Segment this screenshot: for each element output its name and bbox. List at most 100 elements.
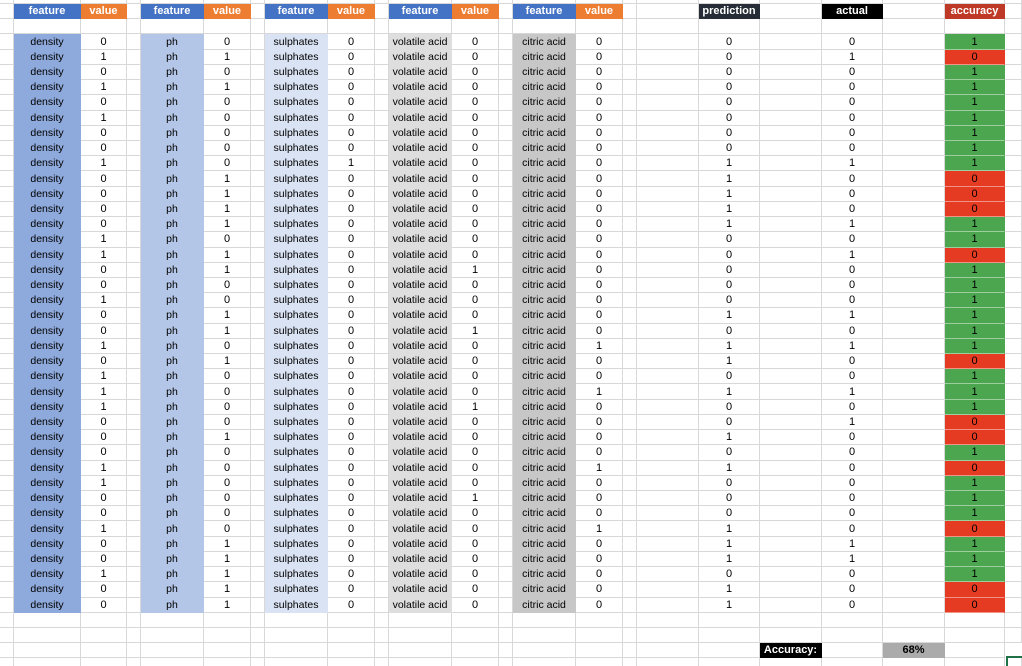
cell-feature-value[interactable]: 0 [81, 551, 127, 568]
header-value[interactable]: value [452, 4, 499, 20]
cell-feature-value[interactable]: 0 [452, 186, 499, 202]
cell-feature-name[interactable]: sulphates [265, 475, 328, 491]
cell-feature-name[interactable]: sulphates [265, 491, 328, 507]
cell-feature-name[interactable]: density [14, 156, 81, 172]
cell-feature-name[interactable]: density [14, 567, 81, 583]
cell-feature-name[interactable]: ph [141, 399, 204, 415]
cell-feature-value[interactable]: 1 [328, 156, 375, 172]
cell-feature-value[interactable]: 1 [452, 323, 499, 339]
cell-feature-name[interactable]: sulphates [265, 110, 328, 126]
cell-feature-name[interactable]: citric acid [513, 475, 576, 491]
cell-accuracy[interactable]: 0 [945, 597, 1005, 613]
cell-feature-value[interactable]: 1 [81, 384, 127, 400]
cell-prediction[interactable]: 1 [699, 308, 760, 324]
cell-feature-value[interactable]: 0 [452, 460, 499, 476]
cell-accuracy[interactable]: 1 [945, 445, 1005, 461]
cell-feature-name[interactable]: citric acid [513, 140, 576, 157]
cell-feature-value[interactable]: 1 [204, 186, 251, 202]
cell-actual[interactable]: 1 [822, 156, 883, 172]
header-actual[interactable]: actual [822, 4, 883, 20]
cell-prediction[interactable]: 0 [699, 34, 760, 50]
header-value[interactable]: value [81, 4, 127, 20]
cell-feature-value[interactable]: 1 [204, 262, 251, 278]
cell-feature-name[interactable]: citric acid [513, 521, 576, 537]
cell-feature-value[interactable]: 0 [452, 308, 499, 324]
cell-feature-name[interactable]: citric acid [513, 64, 576, 81]
cell-feature-name[interactable]: citric acid [513, 399, 576, 415]
cell-feature-value[interactable]: 0 [81, 262, 127, 278]
cell-accuracy[interactable]: 1 [945, 140, 1005, 157]
cell-actual[interactable]: 0 [822, 34, 883, 50]
cell-feature-value[interactable]: 1 [204, 536, 251, 552]
cell-feature-name[interactable]: ph [141, 277, 204, 294]
cell-feature-value[interactable]: 0 [328, 34, 375, 50]
cell-feature-value[interactable]: 0 [576, 567, 623, 583]
cell-feature-name[interactable]: sulphates [265, 140, 328, 157]
cell-accuracy[interactable]: 1 [945, 293, 1005, 309]
cell-actual[interactable]: 0 [822, 597, 883, 613]
cell-feature-value[interactable]: 0 [452, 414, 499, 431]
cell-feature-value[interactable]: 0 [328, 475, 375, 491]
cell-feature-value[interactable]: 0 [576, 354, 623, 370]
cell-accuracy[interactable]: 1 [945, 34, 1005, 50]
cell-feature-name[interactable]: ph [141, 64, 204, 81]
cell-feature-value[interactable]: 0 [452, 384, 499, 400]
cell-feature-value[interactable]: 0 [328, 582, 375, 598]
cell-prediction[interactable]: 1 [699, 597, 760, 613]
cell-feature-name[interactable]: citric acid [513, 277, 576, 294]
cell-feature-name[interactable]: sulphates [265, 506, 328, 522]
cell-feature-name[interactable]: volatile acid [389, 95, 452, 111]
cell-feature-name[interactable]: volatile acid [389, 521, 452, 537]
cell-feature-name[interactable]: density [14, 536, 81, 552]
cell-feature-name[interactable]: volatile acid [389, 49, 452, 65]
cell-feature-name[interactable]: citric acid [513, 551, 576, 568]
cell-feature-name[interactable]: density [14, 186, 81, 202]
cell-feature-name[interactable]: volatile acid [389, 567, 452, 583]
cell-prediction[interactable]: 0 [699, 125, 760, 141]
cell-feature-value[interactable]: 0 [576, 217, 623, 233]
cell-prediction[interactable]: 0 [699, 140, 760, 157]
cell-feature-value[interactable]: 0 [204, 414, 251, 431]
cell-feature-name[interactable]: volatile acid [389, 536, 452, 552]
header-prediction[interactable]: prediction [699, 4, 760, 20]
cell-feature-name[interactable]: ph [141, 414, 204, 431]
cell-feature-value[interactable]: 0 [452, 597, 499, 613]
cell-feature-value[interactable]: 0 [204, 34, 251, 50]
cell-feature-name[interactable]: citric acid [513, 597, 576, 613]
cell-feature-name[interactable]: volatile acid [389, 80, 452, 96]
cell-accuracy[interactable]: 1 [945, 384, 1005, 400]
cell-feature-name[interactable]: ph [141, 567, 204, 583]
cell-feature-name[interactable]: volatile acid [389, 384, 452, 400]
cell-feature-value[interactable]: 0 [452, 475, 499, 491]
cell-feature-value[interactable]: 0 [452, 338, 499, 355]
cell-feature-name[interactable]: density [14, 110, 81, 126]
cell-feature-value[interactable]: 0 [452, 140, 499, 157]
cell-feature-value[interactable]: 0 [81, 95, 127, 111]
cell-feature-value[interactable]: 1 [204, 582, 251, 598]
cell-actual[interactable]: 0 [822, 369, 883, 385]
cell-feature-name[interactable]: density [14, 95, 81, 111]
cell-feature-value[interactable]: 0 [576, 64, 623, 81]
cell-feature-value[interactable]: 0 [328, 521, 375, 537]
cell-accuracy[interactable]: 0 [945, 430, 1005, 446]
cell-feature-value[interactable]: 0 [576, 475, 623, 491]
cell-feature-value[interactable]: 0 [328, 323, 375, 339]
cell-actual[interactable]: 1 [822, 247, 883, 263]
cell-feature-value[interactable]: 1 [81, 49, 127, 65]
cell-feature-value[interactable]: 1 [204, 171, 251, 187]
cell-accuracy[interactable]: 1 [945, 95, 1005, 111]
cell-prediction[interactable]: 0 [699, 232, 760, 248]
cell-feature-value[interactable]: 0 [204, 293, 251, 309]
cell-feature-value[interactable]: 1 [81, 80, 127, 96]
cell-feature-value[interactable]: 0 [452, 430, 499, 446]
cell-feature-name[interactable]: density [14, 369, 81, 385]
cell-actual[interactable]: 0 [822, 186, 883, 202]
cell-feature-value[interactable]: 1 [81, 460, 127, 476]
cell-feature-name[interactable]: citric acid [513, 491, 576, 507]
cell-accuracy[interactable]: 1 [945, 369, 1005, 385]
cell-feature-name[interactable]: ph [141, 140, 204, 157]
cell-actual[interactable]: 1 [822, 308, 883, 324]
cell-feature-value[interactable]: 0 [204, 156, 251, 172]
cell-feature-value[interactable]: 0 [81, 445, 127, 461]
cell-accuracy[interactable]: 1 [945, 506, 1005, 522]
